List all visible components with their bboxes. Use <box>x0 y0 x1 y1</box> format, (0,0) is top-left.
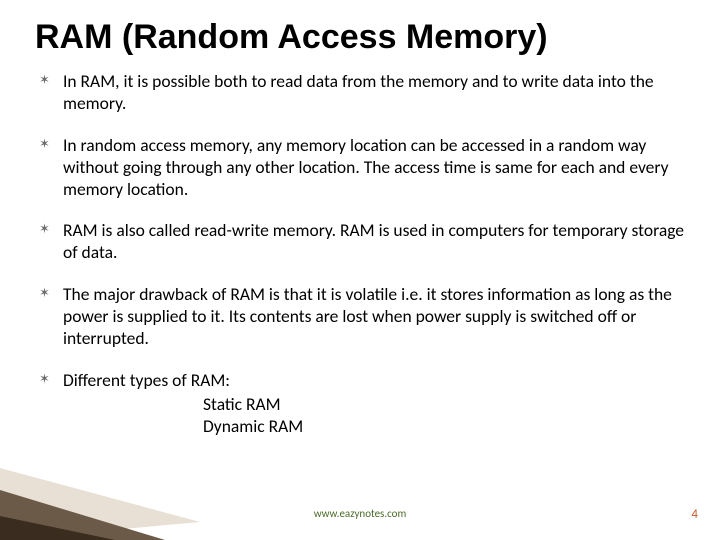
bullet-text: Different types of RAM: <box>63 369 230 391</box>
corner-decoration <box>0 460 220 540</box>
page-number: 4 <box>691 507 698 522</box>
list-item: Different types of RAM: Static RAM Dynam… <box>35 370 685 438</box>
list-item: In RAM, it is possible both to read data… <box>35 71 685 115</box>
deco-light <box>0 468 200 540</box>
footer-url: www.eazynotes.com <box>0 507 720 520</box>
bullet-text: In RAM, it is possible both to read data… <box>63 70 654 114</box>
bullet-text: The major drawback of RAM is that it is … <box>63 283 672 349</box>
page-title: RAM (Random Access Memory) <box>35 18 685 57</box>
subline: Dynamic RAM <box>63 416 685 438</box>
bullet-text: RAM is also called read-write memory. RA… <box>63 219 684 263</box>
bullet-text: In random access memory, any memory loca… <box>63 134 669 200</box>
sublines: Static RAM Dynamic RAM <box>63 394 685 438</box>
list-item: RAM is also called read-write memory. RA… <box>35 220 685 264</box>
bullet-list: In RAM, it is possible both to read data… <box>35 71 685 437</box>
list-item: The major drawback of RAM is that it is … <box>35 284 685 350</box>
list-item: In random access memory, any memory loca… <box>35 135 685 201</box>
slide: RAM (Random Access Memory) In RAM, it is… <box>0 0 720 540</box>
subline: Static RAM <box>63 394 685 416</box>
